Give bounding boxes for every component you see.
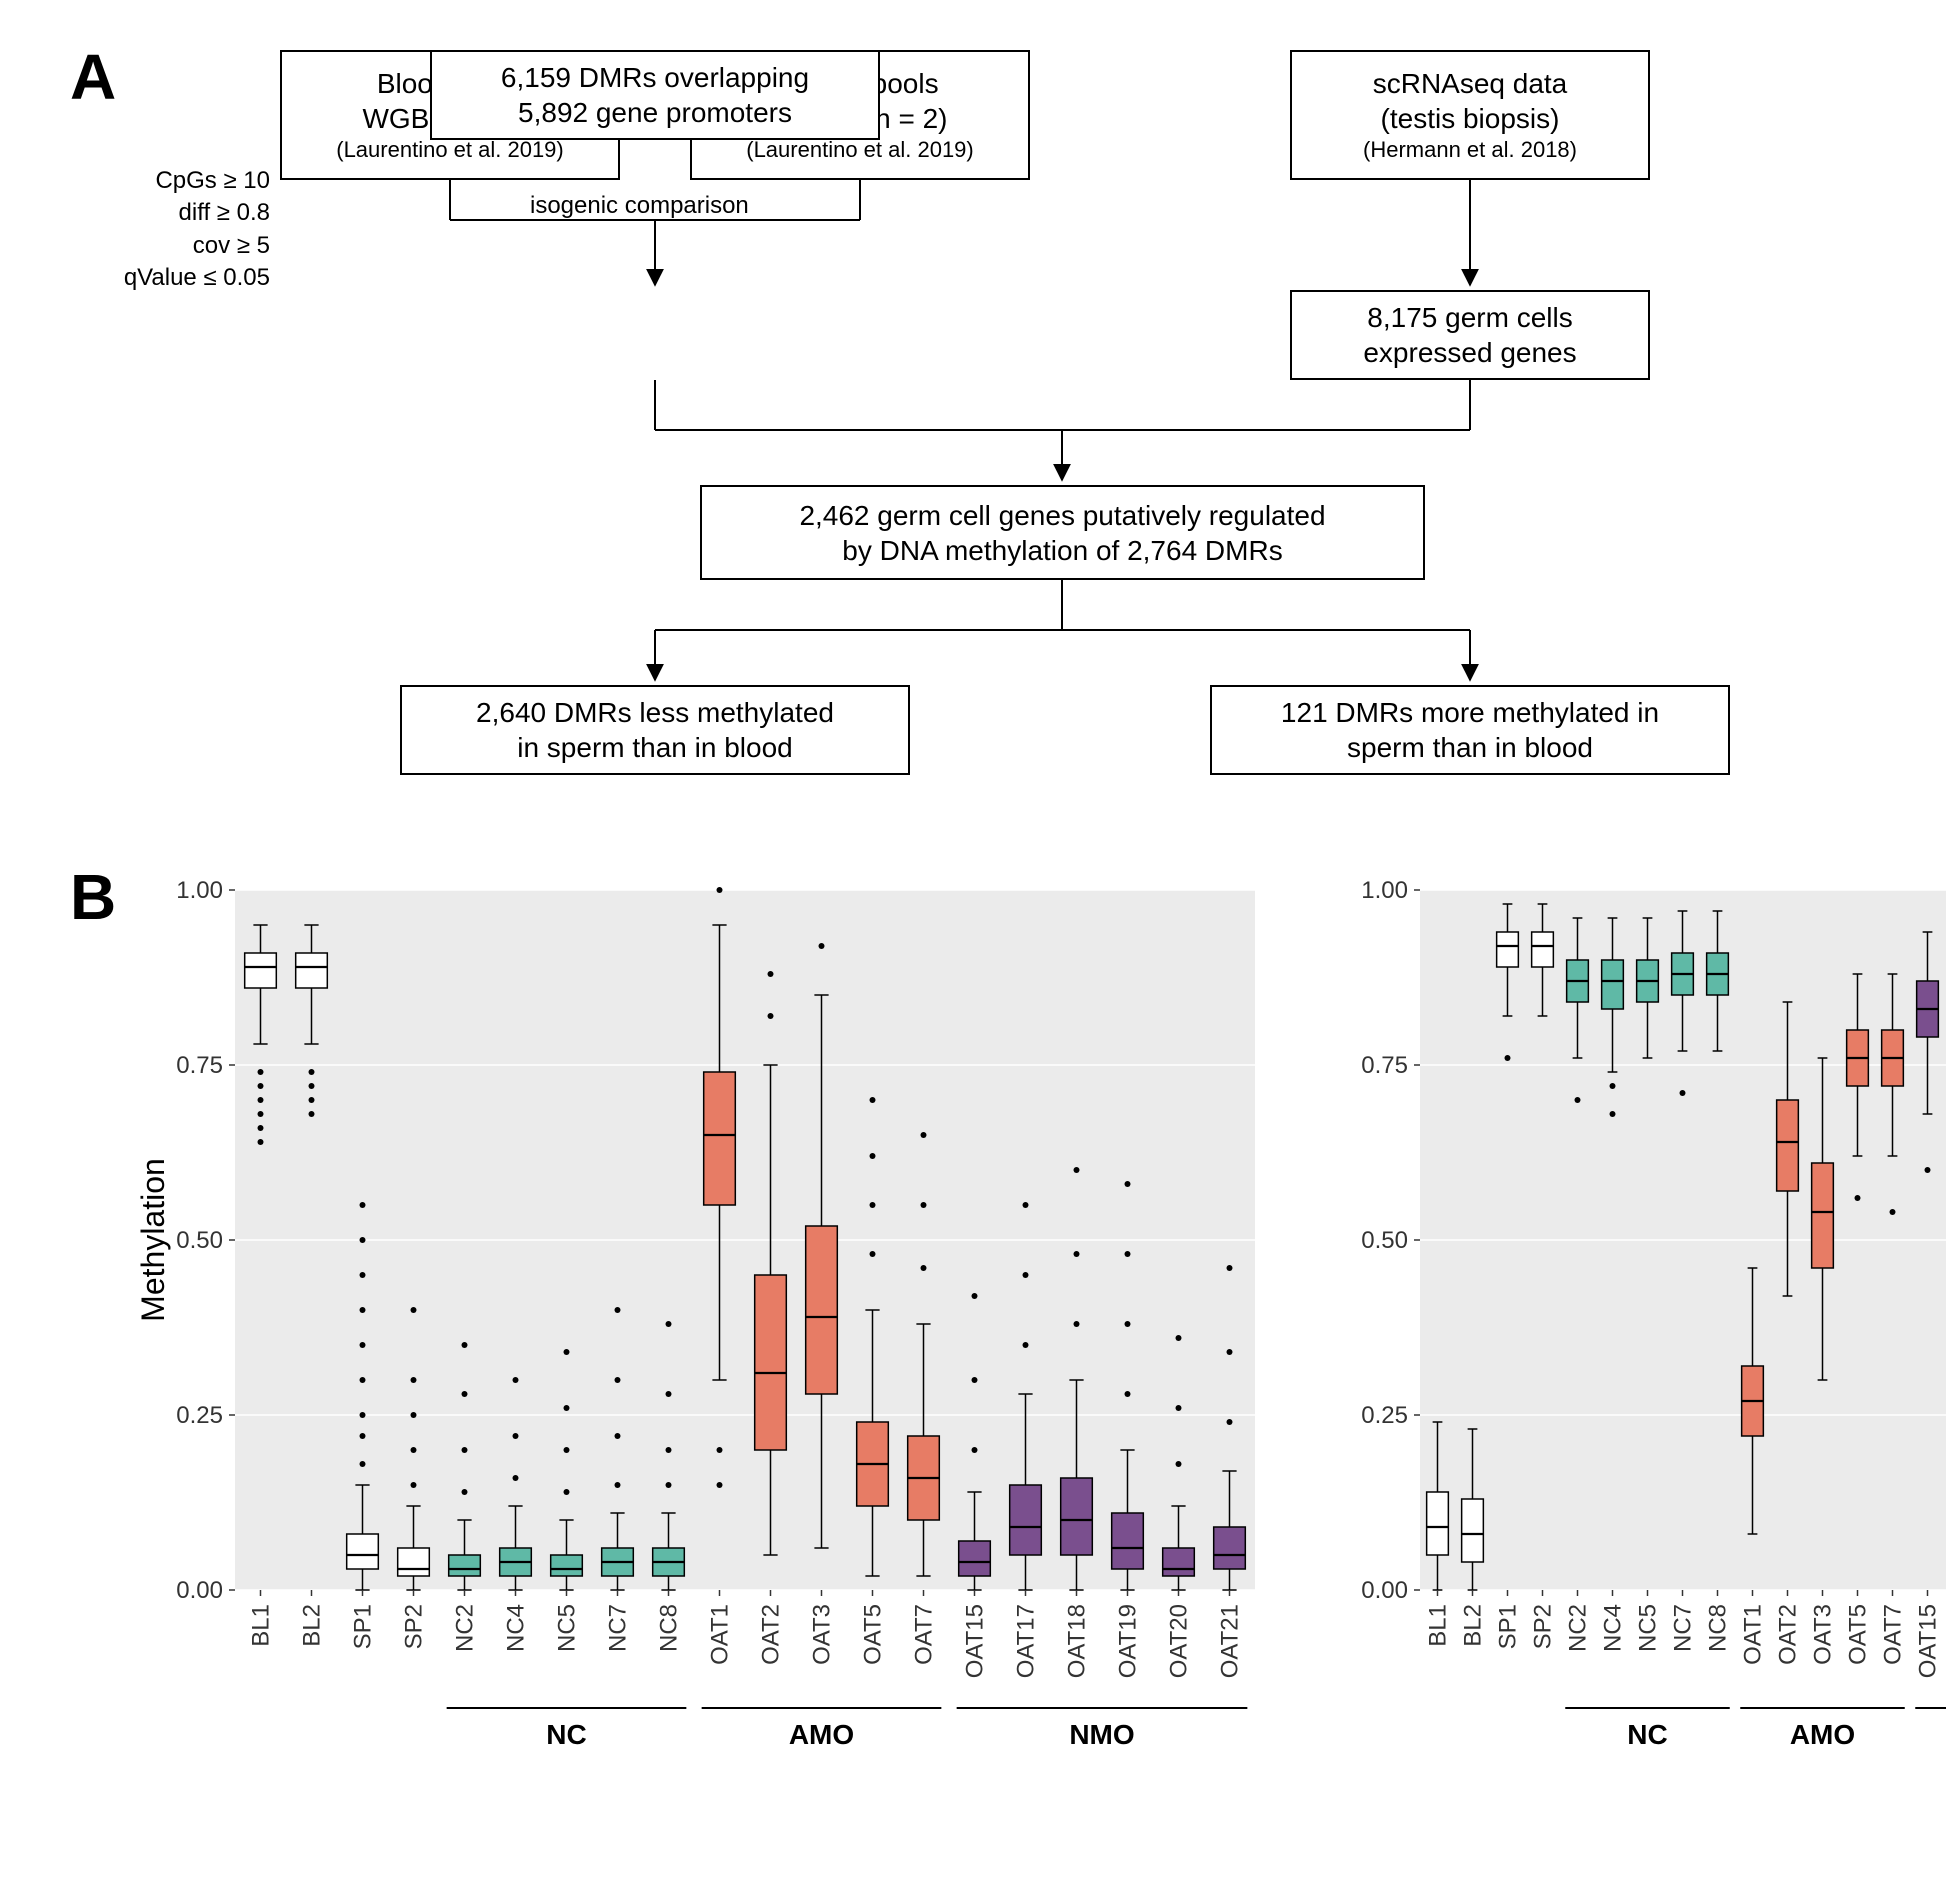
svg-text:SP1: SP1 bbox=[350, 1604, 377, 1649]
filter-line: cov ≥ 5 bbox=[100, 230, 270, 262]
node-line: scRNAseq data bbox=[1302, 66, 1638, 101]
svg-text:NC2: NC2 bbox=[1565, 1604, 1592, 1652]
boxplot-chart-left: 0.00 0.25 0.50 0.75 1.00 Methylation BL1 BL2 SP1… bbox=[140, 870, 1265, 1790]
svg-text:NC: NC bbox=[1627, 1719, 1667, 1750]
svg-text:SP1: SP1 bbox=[1495, 1604, 1522, 1649]
node-line: (Hermann et al. 2018) bbox=[1302, 136, 1638, 164]
node-line: 6,159 DMRs overlapping bbox=[442, 60, 868, 95]
svg-text:BL1: BL1 bbox=[248, 1604, 275, 1647]
node-line: 2,462 germ cell genes putatively regulat… bbox=[712, 498, 1413, 533]
svg-text:OAT1: OAT1 bbox=[707, 1604, 734, 1665]
svg-text:OAT2: OAT2 bbox=[1775, 1604, 1802, 1665]
svg-text:1.00: 1.00 bbox=[176, 877, 223, 904]
svg-text:NC7: NC7 bbox=[605, 1604, 632, 1652]
svg-text:OAT15: OAT15 bbox=[962, 1604, 989, 1678]
node-scrnaseq: scRNAseq data (testis biopsis) (Hermann … bbox=[1290, 50, 1650, 180]
node-line: (testis biopsis) bbox=[1302, 101, 1638, 136]
svg-text:OAT19: OAT19 bbox=[1115, 1604, 1142, 1678]
svg-text:NC: NC bbox=[546, 1719, 586, 1750]
svg-text:0.75: 0.75 bbox=[1361, 1052, 1408, 1079]
panel-a-label: A bbox=[70, 40, 116, 114]
svg-text:AMO: AMO bbox=[789, 1719, 854, 1750]
svg-text:NC2: NC2 bbox=[452, 1604, 479, 1652]
node-line: by DNA methylation of 2,764 DMRs bbox=[712, 533, 1413, 568]
figure: A bbox=[40, 50, 1906, 1850]
boxplot-chart-right: 0.00 0.25 0.50 0.75 1.00 BL1 BL2 SP1 SP2 NC2 NC4 NC… bbox=[1325, 870, 1946, 1790]
svg-text:NMO: NMO bbox=[1069, 1719, 1134, 1750]
node-dmrs: 6,159 DMRs overlapping 5,892 gene promot… bbox=[430, 50, 880, 140]
node-merged: 2,462 germ cell genes putatively regulat… bbox=[700, 485, 1425, 580]
svg-text:NC7: NC7 bbox=[1670, 1604, 1697, 1652]
svg-text:Methylation: Methylation bbox=[140, 1158, 171, 1322]
svg-text:OAT21: OAT21 bbox=[1217, 1604, 1244, 1678]
node-line: sperm than in blood bbox=[1222, 730, 1718, 765]
svg-text:0.00: 0.00 bbox=[1361, 1577, 1408, 1604]
svg-text:OAT5: OAT5 bbox=[860, 1604, 887, 1665]
svg-text:NC8: NC8 bbox=[1705, 1604, 1732, 1652]
node-line: 5,892 gene promoters bbox=[442, 95, 868, 130]
node-line: (Laurentino et al. 2019) bbox=[292, 136, 608, 164]
svg-text:0.00: 0.00 bbox=[176, 1577, 223, 1604]
svg-text:1.00: 1.00 bbox=[1361, 877, 1408, 904]
panel-a-flowchart: Blood pools WGBS (n = 2) (Laurentino et … bbox=[200, 50, 1840, 830]
node-line: in sperm than in blood bbox=[412, 730, 898, 765]
svg-text:OAT2: OAT2 bbox=[758, 1604, 785, 1665]
svg-text:OAT15: OAT15 bbox=[1915, 1604, 1942, 1678]
svg-text:OAT7: OAT7 bbox=[911, 1604, 938, 1665]
filter-line: qValue ≤ 0.05 bbox=[100, 262, 270, 294]
filter-line: diff ≥ 0.8 bbox=[100, 197, 270, 229]
svg-text:BL1: BL1 bbox=[1425, 1604, 1452, 1647]
svg-text:0.25: 0.25 bbox=[1361, 1402, 1408, 1429]
chart-right-wrap: 0.00 0.25 0.50 0.75 1.00 BL1 BL2 SP1 SP2 NC2 NC4 NC… bbox=[1325, 870, 1946, 1850]
svg-text:OAT18: OAT18 bbox=[1064, 1604, 1091, 1678]
svg-text:NC5: NC5 bbox=[1635, 1604, 1662, 1652]
panel-b-charts: 0.00 0.25 0.50 0.75 1.00 Methylation BL1 BL2 SP1… bbox=[140, 870, 1920, 1850]
svg-text:OAT17: OAT17 bbox=[1013, 1604, 1040, 1678]
svg-text:SP2: SP2 bbox=[1530, 1604, 1557, 1649]
svg-text:BL2: BL2 bbox=[1460, 1604, 1487, 1647]
node-line: expressed genes bbox=[1302, 335, 1638, 370]
svg-text:0.75: 0.75 bbox=[176, 1052, 223, 1079]
node-more-methylated: 121 DMRs more methylated in sperm than i… bbox=[1210, 685, 1730, 775]
node-line: 121 DMRs more methylated in bbox=[1222, 695, 1718, 730]
svg-text:0.50: 0.50 bbox=[1361, 1227, 1408, 1254]
node-germ-cells: 8,175 germ cells expressed genes bbox=[1290, 290, 1650, 380]
panel-b-label: B bbox=[70, 860, 116, 934]
svg-text:0.25: 0.25 bbox=[176, 1402, 223, 1429]
node-line: 2,640 DMRs less methylated bbox=[412, 695, 898, 730]
chart-left-wrap: 0.00 0.25 0.50 0.75 1.00 Methylation BL1 BL2 SP1… bbox=[140, 870, 1265, 1850]
isogenic-text: isogenic comparison bbox=[530, 192, 749, 220]
svg-text:OAT1: OAT1 bbox=[1740, 1604, 1767, 1665]
node-line: (Laurentino et al. 2019) bbox=[702, 136, 1018, 164]
node-less-methylated: 2,640 DMRs less methylated in sperm than… bbox=[400, 685, 910, 775]
svg-text:NC8: NC8 bbox=[656, 1604, 683, 1652]
svg-text:BL2: BL2 bbox=[299, 1604, 326, 1647]
svg-text:NC5: NC5 bbox=[554, 1604, 581, 1652]
svg-text:OAT5: OAT5 bbox=[1845, 1604, 1872, 1665]
svg-text:AMO: AMO bbox=[1790, 1719, 1855, 1750]
svg-text:0.50: 0.50 bbox=[176, 1227, 223, 1254]
svg-text:OAT3: OAT3 bbox=[809, 1604, 836, 1665]
filter-criteria: CpGs ≥ 10 diff ≥ 0.8 cov ≥ 5 qValue ≤ 0.… bbox=[100, 165, 270, 295]
node-line: 8,175 germ cells bbox=[1302, 300, 1638, 335]
svg-text:NC4: NC4 bbox=[503, 1604, 530, 1652]
svg-text:OAT7: OAT7 bbox=[1880, 1604, 1907, 1665]
svg-text:OAT20: OAT20 bbox=[1166, 1604, 1193, 1678]
svg-text:SP2: SP2 bbox=[401, 1604, 428, 1649]
svg-text:OAT3: OAT3 bbox=[1810, 1604, 1837, 1665]
svg-text:NC4: NC4 bbox=[1600, 1604, 1627, 1652]
filter-line: CpGs ≥ 10 bbox=[100, 165, 270, 197]
